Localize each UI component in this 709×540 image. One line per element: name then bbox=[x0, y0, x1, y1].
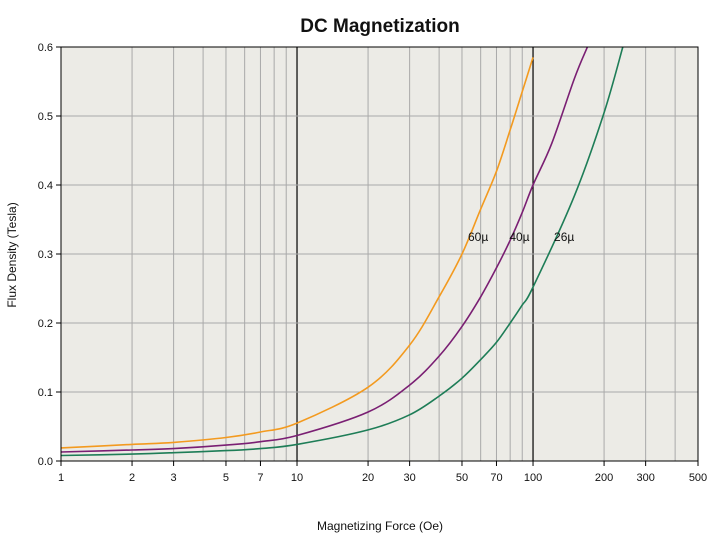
x-tick-label: 300 bbox=[636, 472, 654, 484]
x-tick-label: 50 bbox=[456, 472, 468, 484]
x-tick-label: 1 bbox=[58, 472, 64, 484]
x-tick-label: 2 bbox=[129, 472, 135, 484]
y-tick-label: 0.1 bbox=[38, 387, 53, 399]
x-tick-label: 10 bbox=[291, 472, 303, 484]
series-label-2: 26µ bbox=[554, 230, 574, 244]
x-tick-label: 7 bbox=[257, 472, 263, 484]
y-tick-label: 0.0 bbox=[38, 456, 53, 468]
y-tick-label: 0.4 bbox=[38, 180, 53, 192]
x-tick-label: 100 bbox=[524, 472, 542, 484]
series-line-2 bbox=[61, 47, 624, 457]
x-tick-label: 200 bbox=[595, 472, 613, 484]
x-tick-label: 30 bbox=[403, 472, 415, 484]
y-tick-label: 0.3 bbox=[38, 249, 53, 261]
chart-title: DC Magnetization bbox=[300, 16, 459, 37]
series-label-0: 60µ bbox=[468, 230, 488, 244]
series-label-1: 40µ bbox=[509, 230, 529, 244]
series-line-0 bbox=[61, 57, 534, 449]
y-tick-label: 0.6 bbox=[38, 42, 53, 54]
x-axis-ticks: 1 2 3 5 7 10 20 30 50 70 100 200 300 500 bbox=[58, 461, 707, 484]
y-tick-label: 0.5 bbox=[38, 111, 53, 123]
series-line-1 bbox=[61, 47, 589, 453]
series-labels: 60µ 40µ 26µ bbox=[468, 230, 574, 244]
grid bbox=[60, 46, 699, 462]
x-axis-label: Magnetizing Force (Oe) bbox=[317, 519, 443, 533]
x-tick-label: 5 bbox=[223, 472, 229, 484]
x-tick-label: 70 bbox=[490, 472, 502, 484]
x-tick-label: 20 bbox=[362, 472, 374, 484]
x-tick-label: 3 bbox=[171, 472, 177, 484]
y-axis-label: Flux Density (Tesla) bbox=[5, 202, 19, 307]
x-tick-label: 500 bbox=[689, 472, 707, 484]
y-tick-label: 0.2 bbox=[38, 318, 53, 330]
series-group bbox=[61, 47, 624, 457]
y-axis-ticks: 0.0 0.1 0.2 0.3 0.4 0.5 0.6 bbox=[38, 42, 61, 468]
